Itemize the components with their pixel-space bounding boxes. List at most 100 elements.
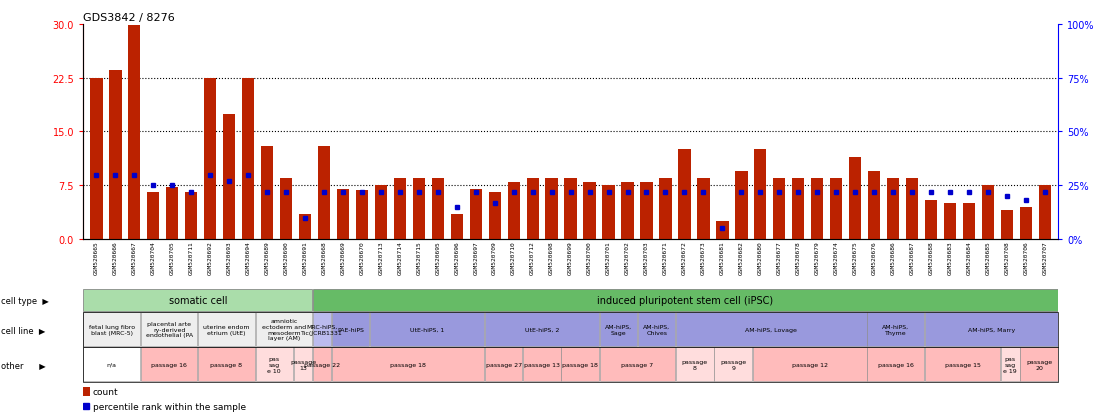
Text: GSM520697: GSM520697 bbox=[473, 241, 479, 275]
Bar bbox=[868, 348, 924, 381]
Bar bbox=[830, 179, 842, 240]
Text: passage 8: passage 8 bbox=[211, 362, 243, 367]
Bar bbox=[332, 313, 369, 346]
Text: GSM520715: GSM520715 bbox=[417, 241, 421, 275]
Text: GSM520687: GSM520687 bbox=[910, 241, 914, 275]
Text: GDS3842 / 8276: GDS3842 / 8276 bbox=[83, 13, 175, 23]
Bar bbox=[166, 188, 178, 240]
Text: passage 16: passage 16 bbox=[878, 362, 914, 367]
Text: GSM520686: GSM520686 bbox=[891, 241, 895, 275]
Bar bbox=[716, 222, 729, 240]
Text: GSM520675: GSM520675 bbox=[853, 241, 858, 275]
Text: somatic cell: somatic cell bbox=[168, 295, 227, 306]
Text: GSM520671: GSM520671 bbox=[663, 241, 668, 275]
Bar bbox=[83, 387, 90, 396]
Text: other      ▶: other ▶ bbox=[1, 360, 45, 369]
Text: GSM520701: GSM520701 bbox=[606, 241, 611, 275]
Bar bbox=[90, 78, 103, 240]
Bar bbox=[755, 150, 767, 240]
Bar bbox=[204, 78, 216, 240]
Bar bbox=[280, 179, 293, 240]
Bar bbox=[545, 179, 557, 240]
Text: n/a: n/a bbox=[106, 362, 116, 367]
Bar bbox=[507, 182, 520, 240]
Bar bbox=[242, 78, 255, 240]
Text: GSM520684: GSM520684 bbox=[966, 241, 972, 275]
Bar bbox=[312, 290, 1058, 311]
Bar bbox=[299, 214, 311, 240]
Text: fetal lung fibro
blast (MRC-5): fetal lung fibro blast (MRC-5) bbox=[89, 324, 135, 335]
Bar bbox=[678, 150, 690, 240]
Text: cell type  ▶: cell type ▶ bbox=[1, 296, 49, 305]
Bar bbox=[523, 348, 561, 381]
Text: amniotic
ectoderm and
mesoderm
layer (AM): amniotic ectoderm and mesoderm layer (AM… bbox=[261, 318, 306, 341]
Bar bbox=[256, 348, 293, 381]
Text: GSM520691: GSM520691 bbox=[302, 241, 308, 275]
Bar bbox=[925, 313, 1058, 346]
Bar bbox=[868, 171, 880, 240]
Text: GSM520696: GSM520696 bbox=[454, 241, 460, 275]
Bar bbox=[868, 313, 924, 346]
Bar bbox=[736, 171, 748, 240]
Text: GSM520674: GSM520674 bbox=[833, 241, 839, 275]
Text: uterine endom
etrium (UtE): uterine endom etrium (UtE) bbox=[203, 324, 249, 335]
Text: GSM520679: GSM520679 bbox=[814, 241, 820, 275]
Text: passage 12: passage 12 bbox=[791, 362, 828, 367]
Text: pas
sag
e 19: pas sag e 19 bbox=[1004, 356, 1017, 373]
Bar bbox=[318, 147, 330, 240]
Bar bbox=[141, 348, 197, 381]
Bar bbox=[849, 157, 861, 240]
Text: passage 15: passage 15 bbox=[945, 362, 981, 367]
Text: passage
20: passage 20 bbox=[1026, 359, 1053, 370]
Text: GSM520682: GSM520682 bbox=[739, 241, 743, 275]
Bar bbox=[489, 193, 501, 240]
Bar bbox=[129, 26, 141, 240]
Text: GSM520712: GSM520712 bbox=[531, 241, 535, 275]
Text: passage 18: passage 18 bbox=[562, 362, 598, 367]
Text: GSM520693: GSM520693 bbox=[227, 241, 232, 275]
Bar bbox=[584, 182, 596, 240]
Text: passage 18: passage 18 bbox=[390, 362, 427, 367]
Text: GSM520688: GSM520688 bbox=[929, 241, 934, 275]
Bar bbox=[1038, 186, 1051, 240]
Text: GSM520698: GSM520698 bbox=[550, 241, 554, 275]
Bar bbox=[1020, 348, 1058, 381]
Text: GSM520705: GSM520705 bbox=[170, 241, 175, 275]
Text: GSM520714: GSM520714 bbox=[398, 241, 402, 275]
Text: passage 13: passage 13 bbox=[524, 362, 560, 367]
Bar bbox=[83, 313, 140, 346]
Bar bbox=[562, 348, 599, 381]
Bar bbox=[198, 348, 255, 381]
Text: GSM520683: GSM520683 bbox=[947, 241, 953, 275]
Bar bbox=[925, 348, 1001, 381]
Text: UtE-hiPS, 1: UtE-hiPS, 1 bbox=[410, 327, 444, 332]
Bar bbox=[603, 186, 615, 240]
Text: placental arte
ry-derived
endothelial (PA: placental arte ry-derived endothelial (P… bbox=[145, 321, 193, 338]
Bar bbox=[83, 290, 312, 311]
Bar bbox=[312, 348, 331, 381]
Bar bbox=[470, 190, 482, 240]
Text: GSM520676: GSM520676 bbox=[872, 241, 876, 275]
Bar bbox=[1001, 211, 1013, 240]
Text: GSM520702: GSM520702 bbox=[625, 241, 630, 275]
Bar bbox=[198, 313, 255, 346]
Text: passage
8: passage 8 bbox=[681, 359, 708, 370]
Bar bbox=[485, 313, 599, 346]
Text: GSM520689: GSM520689 bbox=[265, 241, 269, 275]
Text: GSM520670: GSM520670 bbox=[359, 241, 365, 275]
Text: GSM520699: GSM520699 bbox=[568, 241, 573, 275]
Text: pas
sag
e 10: pas sag e 10 bbox=[267, 356, 281, 373]
Bar bbox=[261, 147, 274, 240]
Bar bbox=[451, 214, 463, 240]
Text: GSM520695: GSM520695 bbox=[435, 241, 440, 275]
Bar bbox=[432, 179, 444, 240]
Text: GSM520713: GSM520713 bbox=[379, 241, 383, 275]
Text: GSM520692: GSM520692 bbox=[207, 241, 213, 275]
Bar bbox=[564, 179, 577, 240]
Bar bbox=[752, 348, 866, 381]
Bar bbox=[886, 179, 900, 240]
Bar bbox=[640, 182, 653, 240]
Bar bbox=[773, 179, 786, 240]
Bar bbox=[811, 179, 823, 240]
Bar bbox=[676, 348, 714, 381]
